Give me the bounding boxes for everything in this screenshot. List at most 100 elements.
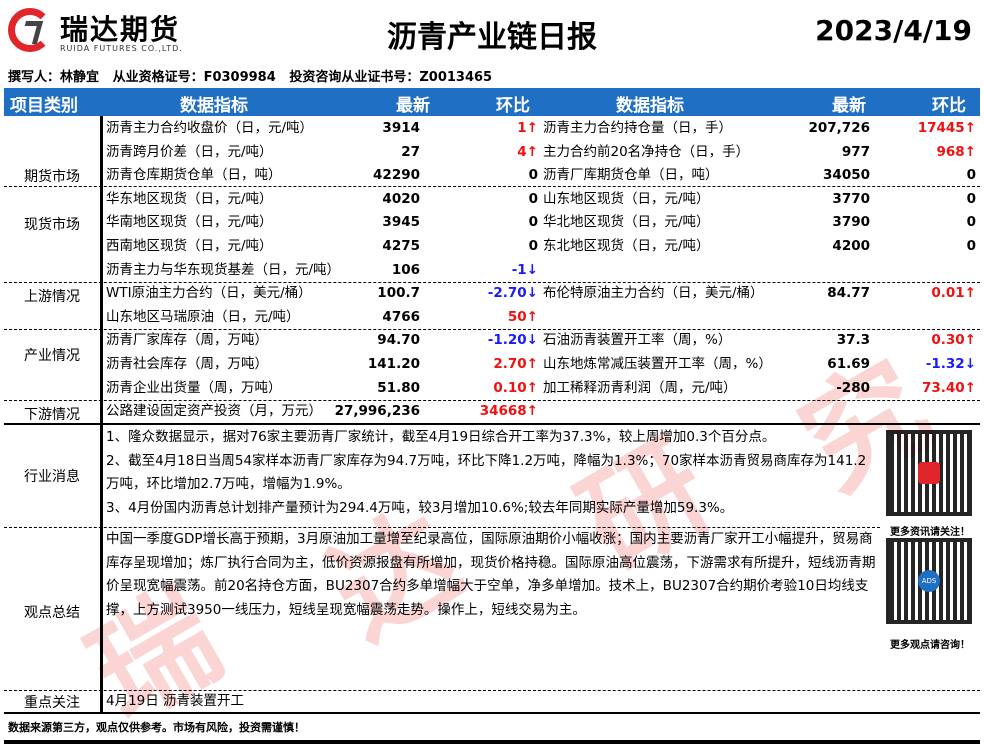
- qr-caption-2: 更多观点请咨询！: [890, 640, 970, 651]
- indicator-name: 沥青主力合约持仓量（日，手）: [543, 120, 732, 136]
- latest-value: -280: [836, 379, 870, 396]
- change-value: -1↓: [511, 261, 538, 278]
- report-date: 2023/4/19: [815, 14, 972, 47]
- section-industry: 产业情况: [24, 348, 80, 364]
- change-value: 0: [966, 238, 976, 254]
- indicator-name: 加工稀释沥青利润（周，元/吨）: [543, 379, 737, 396]
- change-value: -1.32↓: [925, 356, 976, 372]
- latest-value: 27: [401, 143, 420, 160]
- focus-label: 重点关注: [24, 695, 80, 711]
- indicator-name: 沥青主力与华东现货基差（日，元/吨）: [106, 261, 341, 278]
- table-header: 项目类别 数据指标 最新 环比 数据指标 最新 环比: [4, 88, 980, 116]
- logo-subtext: RUIDA FUTURES CO.,LTD.: [60, 44, 183, 53]
- change-value: 4↑: [517, 143, 538, 160]
- indicator-name: 主力合约前20名净持仓（日，手）: [543, 143, 750, 160]
- latest-value: 84.77: [827, 285, 870, 302]
- latest-value: 51.80: [377, 379, 420, 396]
- table-row: 西南地区现货（日，元/吨） 4275 0: [0, 235, 984, 259]
- latest-value: 106: [391, 261, 420, 278]
- change-value: 0: [966, 167, 976, 184]
- news-item: 3、4月份国内沥青总计划排产量预计为294.4万吨，较3月增加10.6%;较去年…: [106, 499, 734, 516]
- indicator-name: 西南地区现货（日，元/吨）: [106, 238, 273, 254]
- change-value: 17445↑: [917, 120, 976, 136]
- change-value: 0: [528, 167, 538, 184]
- section-futures: 期货市场: [24, 169, 80, 185]
- col-indicator: 数据指标: [180, 96, 248, 116]
- latest-value: 4200: [832, 238, 870, 254]
- table-row: 华南地区现货（日，元/吨） 3945 0: [0, 211, 984, 235]
- indicator-name: 山东地区现货（日，元/吨）: [543, 190, 710, 207]
- change-value: -2.70↓: [487, 285, 538, 302]
- change-value: 0: [528, 190, 538, 207]
- latest-value: 3945: [382, 214, 420, 231]
- table-row: 加工稀释沥青利润（周，元/吨） -280 73.40↑: [0, 377, 984, 401]
- latest-value: 3790: [832, 214, 870, 231]
- change-value: 0: [966, 214, 976, 231]
- latest-value: 977: [841, 143, 870, 160]
- change-value: 1↑: [517, 120, 538, 136]
- col-category: 项目类别: [10, 96, 78, 116]
- col-change-2: 环比: [932, 96, 966, 116]
- report-title: 沥青产业链日报: [387, 20, 597, 55]
- table-row: 山东地区马瑞原油（日，元/吨） 4766 50↑: [0, 306, 984, 330]
- qr-code-consult[interactable]: [886, 538, 972, 624]
- indicator-name: 华东地区现货（日，元/吨）: [106, 190, 273, 207]
- table-row: 公路建设固定资产投资（月，万元） 27,996,236 34668↑: [0, 400, 984, 424]
- latest-value: 207,726: [808, 120, 871, 136]
- table-row: 沥青社会库存（周，万吨） 141.20 2.70↑: [0, 353, 984, 377]
- table-row: 华北地区现货（日，元/吨） 3790 0: [0, 211, 984, 235]
- col-indicator-2: 数据指标: [616, 96, 684, 116]
- indicator-name: 沥青厂库期货仓单（日，吨）: [543, 167, 719, 184]
- news-label: 行业消息: [24, 469, 80, 485]
- col-change: 环比: [496, 96, 530, 116]
- table-row: 沥青主力合约持仓量（日，手） 207,726 17445↑: [0, 117, 984, 141]
- table-row: 沥青跨月价差（日，元/吨） 27 4↑: [0, 141, 984, 165]
- change-value: 0: [966, 190, 976, 207]
- change-value: 968↑: [936, 143, 977, 160]
- latest-value: 100.7: [377, 285, 420, 302]
- indicator-name: 沥青仓库期货仓单（日，吨）: [106, 167, 282, 184]
- indicator-name: 沥青厂家库存（周，万吨）: [106, 332, 268, 349]
- latest-value: 42290: [373, 167, 420, 184]
- table-row: 沥青主力合约收盘价（日，元/吨） 3914 1↑: [0, 117, 984, 141]
- latest-value: 4020: [382, 190, 420, 207]
- news-content: 1、隆众数据显示，据对76家主要沥青厂家统计，截至4月19日综合开工率为37.3…: [106, 426, 876, 520]
- table-row: 山东地区现货（日，元/吨） 3770 0: [0, 188, 984, 212]
- change-value: 34668↑: [479, 403, 538, 420]
- change-value: 50↑: [507, 308, 538, 325]
- brand-badge-icon: [918, 462, 940, 484]
- table-row: 沥青企业出货量（周，万吨） 51.80 0.10↑: [0, 377, 984, 401]
- change-value: 73.40↑: [921, 379, 976, 396]
- latest-value: 3914: [382, 120, 420, 136]
- section-downstream: 下游情况: [24, 407, 80, 423]
- latest-value: 3770: [832, 190, 870, 207]
- section-upstream: 上游情况: [24, 289, 80, 305]
- indicator-name: 沥青企业出货量（周，万吨）: [106, 379, 282, 396]
- table-row: 山东地炼常减压装置开工率（周，%） 61.69 -1.32↓: [0, 353, 984, 377]
- table-row: 华东地区现货（日，元/吨） 4020 0: [0, 188, 984, 212]
- focus-content: 4月19日 沥青装置开工: [106, 693, 245, 709]
- table-row: WTI原油主力合约（日，美元/桶） 100.7 -2.70↓: [0, 282, 984, 306]
- logo-text: 瑞达期货: [60, 13, 181, 46]
- col-latest-2: 最新: [832, 96, 866, 116]
- news-item: 1、隆众数据显示，据对76家主要沥青厂家统计，截至4月19日综合开工率为37.3…: [106, 429, 776, 445]
- indicator-name: 华南地区现货（日，元/吨）: [106, 214, 273, 231]
- latest-value: 27,996,236: [334, 403, 420, 420]
- author-info: 撰写人：林静宜 从业资格证号：F0309984 投资咨询从业证书号：Z00134…: [8, 70, 493, 85]
- logo-icon: [8, 8, 52, 52]
- qr-caption-1: 更多资讯请关注！: [890, 527, 970, 538]
- indicator-name: 沥青跨月价差（日，元/吨）: [106, 143, 273, 160]
- latest-value: 141.20: [367, 356, 420, 372]
- table-row: 沥青仓库期货仓单（日，吨） 42290 0: [0, 164, 984, 188]
- change-value: 0: [528, 214, 538, 231]
- indicator-name: 沥青社会库存（周，万吨）: [106, 356, 268, 372]
- indicator-name: 山东地区马瑞原油（日，元/吨）: [106, 308, 300, 325]
- ads-badge-icon: ADS: [918, 570, 940, 592]
- change-value: -1.20↓: [487, 332, 538, 349]
- indicator-name: 华北地区现货（日，元/吨）: [543, 214, 710, 231]
- indicator-name: 石油沥青装置开工率（周，%）: [543, 332, 732, 349]
- view-content: 中国一季度GDP增长高于预期，3月原油加工量增至纪录高位，国际原油期价小幅收涨；…: [106, 531, 876, 618]
- section-spot: 现货市场: [24, 217, 80, 233]
- latest-value: 94.70: [377, 332, 420, 349]
- latest-value: 4766: [382, 308, 420, 325]
